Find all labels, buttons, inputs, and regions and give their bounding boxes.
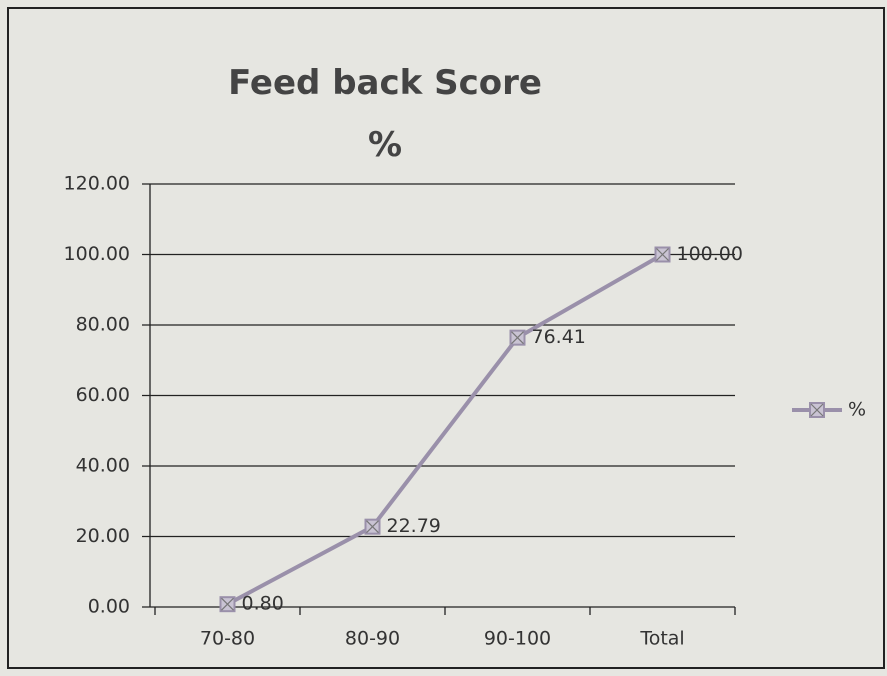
y-tick-label: 60.00 [76, 384, 130, 406]
y-tick-label: 40.00 [76, 455, 130, 477]
legend-label: % [848, 399, 866, 421]
data-label: 100.00 [677, 243, 743, 265]
point-cross [656, 248, 669, 261]
legend-marker-cross [810, 403, 824, 417]
y-tick-label: 80.00 [76, 314, 130, 336]
y-tick-label: 120.00 [64, 173, 130, 195]
series-line [226, 252, 664, 606]
y-tick-label: 20.00 [76, 525, 130, 547]
y-tick-label: 100.00 [64, 243, 130, 265]
y-tick-label: 0.00 [88, 596, 130, 618]
x-tick-label: 80-90 [345, 628, 400, 650]
x-tick-label: 70-80 [200, 628, 255, 650]
x-tick-label: Total [639, 628, 684, 650]
x-tick-label: 90-100 [484, 628, 551, 650]
data-label: 76.41 [532, 326, 586, 348]
point-cross [221, 597, 234, 611]
point-cross [366, 520, 379, 534]
data-label: 22.79 [387, 515, 441, 537]
frame [7, 7, 885, 669]
chart-title: Feed back Score % [228, 63, 542, 165]
point-cross [511, 331, 524, 345]
data-label: 0.80 [242, 593, 284, 615]
